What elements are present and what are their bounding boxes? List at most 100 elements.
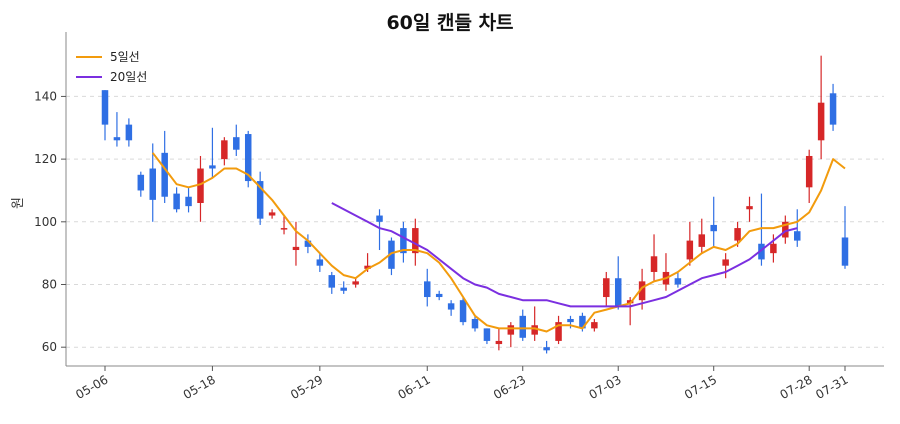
- candle-down: [459, 297, 467, 326]
- candle-body: [519, 315, 526, 338]
- ma20-line: [331, 202, 798, 308]
- candle-down: [173, 187, 180, 213]
- candle-body: [638, 281, 646, 301]
- y-tick-label: 80: [42, 278, 57, 292]
- candle-up: [591, 318, 598, 332]
- candle-body: [829, 93, 837, 125]
- candle-up: [221, 137, 228, 166]
- candle-body: [507, 325, 515, 335]
- candle-down: [483, 328, 491, 345]
- candle-up: [817, 55, 825, 160]
- candle-down: [233, 124, 240, 156]
- candle-up: [197, 155, 204, 222]
- candle-body: [483, 328, 491, 341]
- candle-up: [352, 278, 359, 288]
- candle-down: [710, 196, 717, 247]
- candle-up: [650, 234, 658, 282]
- candle-body: [340, 287, 347, 291]
- candle-up: [268, 209, 276, 219]
- candle-body: [710, 224, 717, 232]
- candle-body: [603, 278, 610, 298]
- x-tick-label: 06-11: [396, 372, 433, 402]
- legend-label: 20일선: [110, 70, 147, 84]
- candle-body: [137, 174, 145, 191]
- candle-body: [579, 315, 586, 329]
- candle-down: [424, 268, 431, 307]
- x-tick-label: 05-06: [73, 372, 110, 402]
- candle-body: [435, 293, 443, 298]
- y-tick-label: 120: [34, 152, 57, 166]
- candle-up: [555, 315, 562, 345]
- candle-body: [185, 196, 192, 207]
- candle-body: [794, 231, 801, 241]
- candle-down: [304, 234, 312, 254]
- candle-down: [340, 281, 347, 294]
- candle-body: [376, 215, 383, 222]
- candle-body: [614, 278, 622, 307]
- candle-body: [495, 340, 503, 345]
- candle-up: [746, 196, 753, 222]
- candle-body: [364, 265, 371, 269]
- candle-up: [662, 253, 670, 291]
- legend: 5일선 20일선: [76, 50, 147, 84]
- candle-down: [316, 253, 324, 272]
- candle-body: [674, 278, 682, 285]
- candle-down: [400, 221, 407, 263]
- y-tick-label: 140: [34, 89, 57, 103]
- candle-body: [698, 234, 706, 247]
- candle-body: [686, 240, 694, 260]
- candle-body: [209, 165, 216, 169]
- y-tick-label: 60: [42, 340, 57, 354]
- ma5-line: [151, 152, 846, 333]
- candle-up: [280, 215, 288, 235]
- candle-body: [424, 281, 431, 298]
- candle-down: [256, 171, 264, 225]
- candle-body: [746, 206, 753, 210]
- candle-body: [722, 259, 729, 266]
- candle-body: [197, 168, 204, 203]
- candle-down: [209, 127, 216, 178]
- x-tick-label: 06-23: [491, 372, 528, 402]
- candle-down: [841, 206, 849, 269]
- candle-body: [555, 322, 562, 341]
- candle-body: [543, 347, 550, 351]
- legend-label: 5일선: [110, 50, 140, 64]
- candle-body: [113, 137, 121, 141]
- candle-down: [758, 193, 765, 266]
- x-tick-label: 07-15: [682, 372, 719, 402]
- candle-body: [328, 275, 336, 288]
- x-tick-label: 07-03: [587, 372, 624, 402]
- candle-body: [650, 256, 658, 272]
- candle-up: [531, 306, 538, 341]
- candle-down: [614, 256, 622, 310]
- candle-down: [829, 83, 837, 131]
- y-axis-label: 원: [11, 197, 26, 209]
- chart-title: 60일 캔들 차트: [386, 12, 514, 34]
- candle-body: [280, 228, 288, 230]
- candle-up: [507, 322, 515, 348]
- x-tick-label: 07-31: [813, 372, 850, 402]
- candle-body: [758, 243, 765, 260]
- candle-body: [805, 155, 813, 188]
- candle-body: [125, 124, 133, 141]
- candle-body: [292, 246, 300, 251]
- candle-down: [543, 340, 550, 354]
- candle-down: [328, 271, 336, 294]
- candle-up: [698, 218, 706, 254]
- candle-up: [495, 328, 503, 351]
- candle-down: [519, 309, 526, 341]
- candle-down: [435, 290, 443, 301]
- candle-down: [185, 187, 192, 213]
- x-tick-label: 05-18: [181, 372, 218, 402]
- candle-body: [447, 303, 455, 310]
- candle-body: [734, 228, 741, 241]
- candle-body: [770, 243, 777, 254]
- x-tick-label: 05-29: [288, 372, 325, 402]
- candle-body: [459, 300, 467, 323]
- candle-down: [101, 90, 109, 141]
- candle-body: [782, 221, 789, 238]
- candle-down: [388, 237, 395, 276]
- candle-up: [292, 221, 300, 266]
